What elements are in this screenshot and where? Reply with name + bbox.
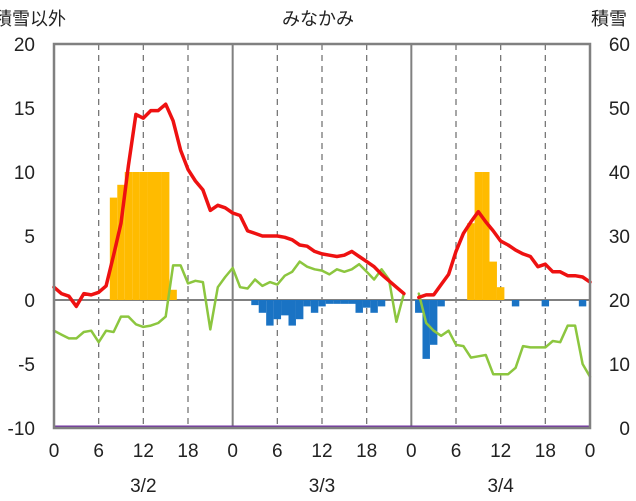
snowfall-bar xyxy=(117,184,125,300)
snowfall-bar xyxy=(429,300,438,345)
snowfall-bar xyxy=(303,300,311,307)
left-tick-label: 10 xyxy=(14,163,35,184)
x-tick-label: 18 xyxy=(535,441,556,462)
left-tick-label: -5 xyxy=(18,355,35,376)
x-tick-label: 18 xyxy=(356,441,377,462)
right-tick-label: 50 xyxy=(609,99,630,120)
snowfall-bar xyxy=(422,300,430,359)
snowfall-bar xyxy=(266,300,274,326)
snowfall-bar xyxy=(258,300,267,313)
right-tick-label: 30 xyxy=(609,227,630,248)
snowfall-bar xyxy=(578,300,587,307)
snowfall-bar xyxy=(355,300,363,313)
x-tick-label: 0 xyxy=(227,441,238,462)
snowfall-bar xyxy=(251,300,259,306)
snowfall-bar xyxy=(169,289,177,300)
snowfall-bar xyxy=(474,172,483,300)
series-lines xyxy=(52,102,592,379)
chart-title: みなかみ xyxy=(282,9,354,29)
x-tick-label: 6 xyxy=(272,441,283,462)
snowfall-bar xyxy=(310,300,319,313)
snowfall-bar xyxy=(482,172,490,300)
dewpoint-line xyxy=(417,292,592,379)
snowfall-bar xyxy=(489,261,497,300)
x-tick-label: 0 xyxy=(406,441,417,462)
snowfall-bar xyxy=(333,300,341,304)
left-tick-label: 15 xyxy=(14,99,35,120)
left-tick-label: 20 xyxy=(14,35,35,56)
snowfall-bar xyxy=(348,300,356,304)
plot-frame xyxy=(52,42,592,430)
x-tick-label: 12 xyxy=(311,441,332,462)
left-tick-label: 0 xyxy=(24,291,35,312)
right-axis-label: 積雪 xyxy=(591,9,627,29)
snowfall-bar xyxy=(370,300,378,313)
left-tick-label: -10 xyxy=(8,419,35,440)
snowfall-bar xyxy=(511,300,520,307)
temperature-line xyxy=(417,209,592,300)
snowfall-bar xyxy=(295,300,304,320)
right-tick-label: 20 xyxy=(609,291,630,312)
snowfall-bar xyxy=(467,223,475,300)
right-tick-label: 0 xyxy=(619,419,630,440)
snowfall-bar xyxy=(139,172,148,300)
right-tick-label: 10 xyxy=(609,355,630,376)
snowfall-bar xyxy=(124,172,133,300)
plot-border xyxy=(52,42,592,430)
snowfall-bar xyxy=(340,300,349,304)
day-label: 3/3 xyxy=(309,476,335,497)
snowfall-bar xyxy=(161,172,170,300)
x-tick-label: 0 xyxy=(585,441,596,462)
snowfall-bar xyxy=(281,300,289,316)
x-tick-label: 6 xyxy=(451,441,462,462)
snowfall-bar xyxy=(496,287,505,300)
x-tick-label: 0 xyxy=(49,441,60,462)
day-label: 3/4 xyxy=(487,476,514,497)
right-tick-label: 40 xyxy=(609,163,630,184)
day-label: 3/2 xyxy=(130,476,156,497)
snowfall-bar xyxy=(541,300,550,307)
snowfall-bar xyxy=(415,300,423,313)
temperature-line xyxy=(52,102,406,309)
x-tick-label: 12 xyxy=(490,441,511,462)
snowfall-bars xyxy=(109,172,587,359)
snowfall-bar xyxy=(288,300,296,326)
dewpoint-line xyxy=(52,260,406,344)
x-tick-label: 12 xyxy=(133,441,154,462)
right-tick-label: 60 xyxy=(609,35,630,56)
snowfall-bar xyxy=(325,300,334,304)
left-axis-label: 積雪以外 xyxy=(0,9,66,29)
snowfall-bar xyxy=(132,172,140,300)
snowfall-bar xyxy=(362,300,371,308)
snowfall-bar xyxy=(318,300,326,307)
x-tick-label: 18 xyxy=(177,441,198,462)
snowfall-bar xyxy=(377,300,386,307)
snowfall-bar xyxy=(154,172,162,300)
x-tick-label: 6 xyxy=(93,441,104,462)
snowfall-bar xyxy=(437,300,445,307)
snowfall-bar xyxy=(147,172,155,300)
snowfall-bar xyxy=(273,300,282,320)
left-tick-label: 5 xyxy=(24,227,35,248)
